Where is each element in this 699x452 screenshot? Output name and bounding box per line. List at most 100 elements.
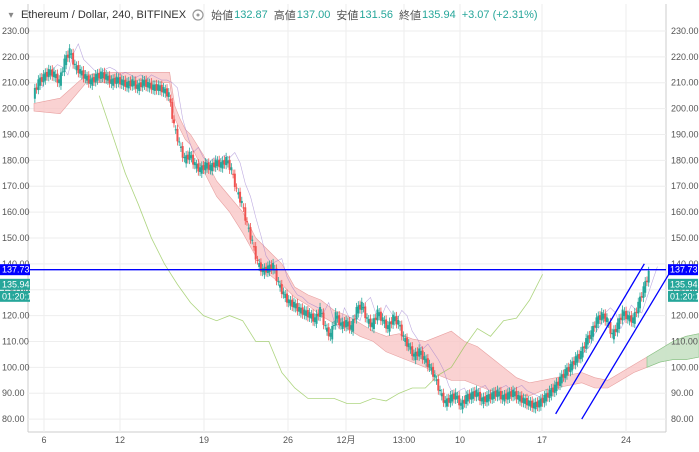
candle-body xyxy=(359,304,362,310)
candle-body xyxy=(319,307,322,317)
candle-body xyxy=(517,394,520,400)
collapse-icon[interactable]: ▾ xyxy=(8,9,14,21)
candle-body xyxy=(343,321,346,327)
candle-body xyxy=(576,354,579,363)
time-axis[interactable]: 6 12 19 26 12月 13:00 10 17 24 xyxy=(41,435,631,445)
candle-body xyxy=(87,75,90,84)
trend-line-1[interactable] xyxy=(581,271,671,420)
candle-body xyxy=(642,286,645,298)
candle-body xyxy=(400,324,403,337)
y-tick-right-8: 150.00 xyxy=(671,233,699,243)
line-price-tag-right: 137.73 xyxy=(670,265,698,275)
candle-body xyxy=(473,391,476,397)
y-tick-right-4: 190.00 xyxy=(671,129,699,139)
candle-body xyxy=(249,227,252,240)
candle-body xyxy=(305,310,308,317)
x-tick-2: 19 xyxy=(199,435,209,445)
x-tick-3: 26 xyxy=(283,435,293,445)
candle-body xyxy=(195,163,198,169)
high-label: 高値 xyxy=(273,10,296,22)
candle-body xyxy=(176,128,179,142)
candle-body xyxy=(571,361,574,371)
candle-body xyxy=(199,167,202,173)
candle-body xyxy=(605,317,608,323)
candle-body xyxy=(65,55,68,66)
candle-body xyxy=(86,75,89,81)
candle-body xyxy=(524,398,527,405)
y-tick-left-0: 230.00 xyxy=(2,26,30,36)
candle-body xyxy=(232,173,235,175)
candle-body xyxy=(84,74,87,79)
candle-body xyxy=(619,317,622,320)
change-value: +3.07 (+2.31%) xyxy=(461,9,538,21)
candle-body xyxy=(381,317,384,322)
candle-body xyxy=(423,356,426,361)
candle-body xyxy=(345,319,348,328)
candle-body xyxy=(110,79,113,85)
candle-body xyxy=(416,351,419,357)
countdown-tag-right-bg xyxy=(668,290,698,302)
candle-body xyxy=(134,80,137,89)
candle-body xyxy=(289,300,292,306)
candle-body xyxy=(331,325,334,340)
candle-body xyxy=(428,363,431,368)
candle-body xyxy=(597,315,600,324)
candle-body xyxy=(520,395,523,403)
candle-body xyxy=(313,317,316,323)
candle-body xyxy=(430,367,433,371)
candle-body xyxy=(472,391,475,399)
candle-body xyxy=(451,394,454,402)
candle-body xyxy=(49,69,52,76)
candle-body xyxy=(280,284,283,294)
candle-body xyxy=(595,317,598,329)
y-tick-left-11: 120.00 xyxy=(2,311,30,321)
candle-body xyxy=(119,77,122,85)
candle-body xyxy=(237,192,240,195)
candle-body xyxy=(296,303,299,312)
line-price-tag-left-bg xyxy=(0,264,30,276)
candle-body xyxy=(626,314,629,320)
candle-body xyxy=(432,366,435,377)
candle-body xyxy=(602,313,605,319)
candlesticks xyxy=(33,44,650,414)
x-tick-8: 24 xyxy=(621,435,631,445)
chart-legend: ▾ Ethereum / Dollar, 240, BITFINEX 始値 13… xyxy=(4,6,538,24)
candle-body xyxy=(532,402,535,409)
eye-icon[interactable] xyxy=(190,7,206,23)
candle-body xyxy=(148,82,151,89)
cloud-bull-area xyxy=(646,333,699,368)
candle-body xyxy=(47,68,50,78)
candle-body xyxy=(512,389,515,398)
trend-line-0[interactable] xyxy=(555,263,645,415)
candle-body xyxy=(463,399,466,404)
close-value: 135.94 xyxy=(422,9,456,21)
candle-body xyxy=(294,303,297,309)
candle-body xyxy=(454,392,457,400)
candle-body xyxy=(162,87,165,93)
candle-body xyxy=(51,69,54,77)
candle-body xyxy=(301,307,304,315)
candle-body xyxy=(581,346,584,358)
y-tick-right-6: 170.00 xyxy=(671,181,699,191)
candle-body xyxy=(146,81,149,88)
candle-body xyxy=(299,307,302,314)
y-tick-right-3: 200.00 xyxy=(671,104,699,114)
candle-body xyxy=(82,70,85,79)
candle-body xyxy=(475,389,478,398)
candle-body xyxy=(369,318,372,327)
candle-body xyxy=(579,351,582,360)
candle-body xyxy=(129,80,132,87)
candle-body xyxy=(160,84,163,93)
y-tick-right-2: 210.00 xyxy=(671,78,699,88)
candle-body xyxy=(89,79,92,85)
candle-body xyxy=(139,82,142,87)
candle-body xyxy=(456,395,459,399)
candle-body xyxy=(259,262,262,272)
candle-body xyxy=(499,391,502,400)
candle-body xyxy=(393,316,396,322)
drawn-lines[interactable] xyxy=(28,263,671,420)
candle-body xyxy=(531,400,534,408)
candle-body xyxy=(226,160,229,164)
